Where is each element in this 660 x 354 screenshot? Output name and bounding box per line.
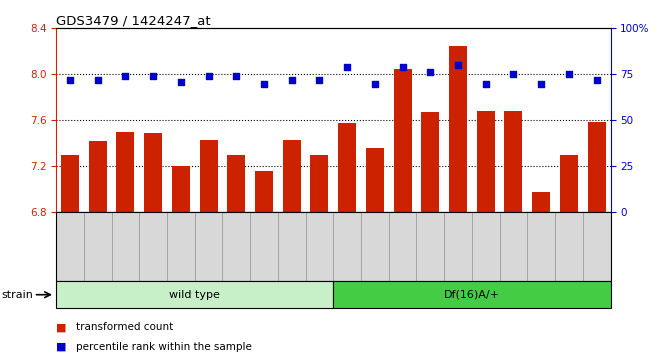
Text: GDS3479 / 1424247_at: GDS3479 / 1424247_at <box>56 14 211 27</box>
Text: wild type: wild type <box>169 290 220 300</box>
Text: GSM272356: GSM272356 <box>504 218 513 264</box>
Point <box>342 64 352 70</box>
Text: Df(16)A/+: Df(16)A/+ <box>444 290 500 300</box>
Bar <box>477 111 495 212</box>
Text: GSM272347: GSM272347 <box>88 218 98 264</box>
Text: GSM272353: GSM272353 <box>172 218 181 264</box>
Bar <box>61 155 79 212</box>
Text: GSM272354: GSM272354 <box>477 218 486 264</box>
Text: GSM272344: GSM272344 <box>338 218 347 264</box>
Bar <box>366 148 384 212</box>
Text: transformed count: transformed count <box>76 322 173 332</box>
Text: GSM272360: GSM272360 <box>310 218 319 264</box>
Text: GSM272357: GSM272357 <box>227 218 236 264</box>
Text: GSM272349: GSM272349 <box>144 218 153 264</box>
Point <box>453 62 463 68</box>
Text: ■: ■ <box>56 322 67 332</box>
Text: GSM272359: GSM272359 <box>282 218 292 264</box>
Text: strain: strain <box>1 290 33 300</box>
Point <box>120 73 131 79</box>
Bar <box>532 192 550 212</box>
Bar <box>255 171 273 212</box>
Point <box>591 77 602 83</box>
Text: percentile rank within the sample: percentile rank within the sample <box>76 342 251 352</box>
Text: GSM272350: GSM272350 <box>393 218 403 264</box>
Bar <box>144 133 162 212</box>
Bar <box>310 155 329 212</box>
Bar <box>88 141 107 212</box>
Point <box>564 72 574 77</box>
Bar <box>172 166 190 212</box>
Text: GSM272351: GSM272351 <box>421 218 430 264</box>
Text: GSM272345: GSM272345 <box>366 218 375 264</box>
Bar <box>393 69 412 212</box>
Bar <box>227 155 246 212</box>
Bar <box>338 123 356 212</box>
Bar <box>560 155 578 212</box>
Point <box>176 79 186 85</box>
Text: GSM272355: GSM272355 <box>199 218 209 264</box>
Text: GSM272363: GSM272363 <box>587 218 597 264</box>
Point <box>231 73 242 79</box>
Text: GSM272346: GSM272346 <box>61 218 70 264</box>
Point <box>480 81 491 86</box>
Point <box>314 77 325 83</box>
Text: GSM272352: GSM272352 <box>449 218 458 264</box>
Point <box>203 73 214 79</box>
Point <box>425 70 436 75</box>
Bar <box>421 112 440 212</box>
Text: GSM272358: GSM272358 <box>255 218 264 264</box>
Bar <box>504 111 523 212</box>
Bar <box>587 121 606 212</box>
Point <box>65 77 75 83</box>
Bar <box>116 132 135 212</box>
Point <box>286 77 297 83</box>
Text: GSM272348: GSM272348 <box>116 218 125 264</box>
Point <box>259 81 269 86</box>
Point <box>508 72 519 77</box>
Bar <box>449 46 467 212</box>
Bar <box>199 140 218 212</box>
Bar <box>282 140 301 212</box>
Text: GSM272362: GSM272362 <box>560 218 569 264</box>
Point <box>536 81 546 86</box>
Text: GSM272361: GSM272361 <box>532 218 541 264</box>
Point <box>92 77 103 83</box>
Point <box>148 73 158 79</box>
Point <box>370 81 380 86</box>
Text: ■: ■ <box>56 342 67 352</box>
Point <box>397 64 408 70</box>
